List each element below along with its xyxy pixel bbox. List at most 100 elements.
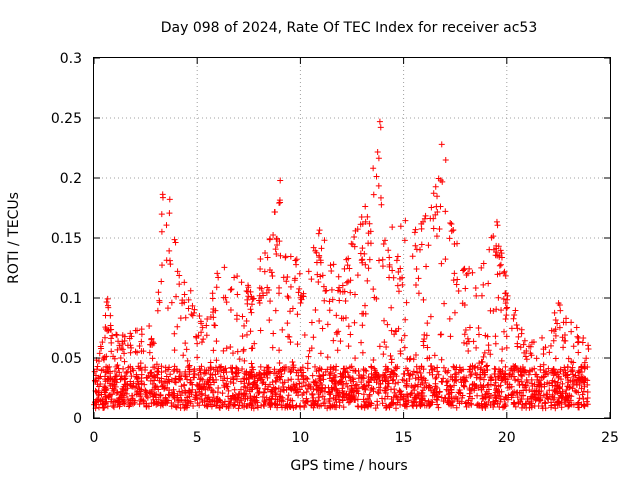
data-point [248, 309, 255, 316]
data-point [282, 253, 289, 260]
data-point [179, 300, 186, 307]
data-point [511, 312, 518, 319]
data-point [420, 296, 427, 303]
data-point [434, 401, 441, 408]
data-point [418, 225, 425, 232]
data-point [442, 156, 449, 163]
data-point [101, 387, 108, 394]
data-point [546, 387, 553, 394]
data-point [170, 401, 177, 408]
data-point [484, 362, 491, 369]
data-point [277, 393, 284, 400]
data-point [263, 364, 270, 371]
data-point [501, 328, 508, 335]
data-point [262, 249, 269, 256]
data-point [472, 284, 479, 291]
data-point [330, 364, 337, 371]
data-point [171, 347, 178, 354]
data-point [491, 370, 498, 377]
data-point [223, 299, 230, 306]
data-point [502, 370, 509, 377]
data-point [358, 257, 365, 264]
data-point [584, 401, 591, 408]
data-point [111, 376, 118, 383]
data-point [295, 389, 302, 396]
data-point [447, 219, 454, 226]
data-point [124, 381, 131, 388]
data-point [432, 375, 439, 382]
data-point [462, 400, 469, 407]
data-point [418, 395, 425, 402]
data-point [575, 335, 582, 342]
data-point [262, 399, 269, 406]
data-point [292, 257, 299, 264]
data-point [241, 322, 248, 329]
data-point [135, 381, 142, 388]
data-point [272, 377, 279, 384]
data-point [432, 380, 439, 387]
data-point [444, 382, 451, 389]
data-point [376, 118, 383, 125]
data-point [465, 397, 472, 404]
x-tick-label: 15 [395, 430, 413, 446]
data-point [174, 394, 181, 401]
data-point [185, 399, 192, 406]
data-point [570, 343, 577, 350]
data-point [266, 266, 273, 273]
data-point [196, 313, 203, 320]
data-point [502, 316, 509, 323]
data-point [448, 228, 455, 235]
data-point [519, 373, 526, 380]
data-point [97, 343, 104, 350]
data-point [159, 397, 166, 404]
data-point [101, 356, 108, 363]
data-point [300, 379, 307, 386]
data-point [393, 405, 400, 412]
data-point [342, 314, 349, 321]
data-point [316, 317, 323, 324]
data-point [375, 155, 382, 162]
data-point [552, 326, 559, 333]
data-point [568, 358, 575, 365]
data-point [144, 394, 151, 401]
data-point [148, 335, 155, 342]
data-point [538, 383, 545, 390]
data-point [413, 266, 420, 273]
data-point [481, 349, 488, 356]
data-point [451, 364, 458, 371]
data-point [464, 335, 471, 342]
data-point [379, 263, 386, 270]
data-point [208, 386, 215, 393]
data-point [412, 281, 419, 288]
data-point [401, 344, 408, 351]
data-point [389, 369, 396, 376]
data-point [373, 173, 380, 180]
data-point [163, 373, 170, 380]
data-point [311, 401, 318, 408]
data-point [454, 396, 461, 403]
data-point [233, 316, 240, 323]
data-point [466, 390, 473, 397]
data-point [437, 203, 444, 210]
data-point [521, 349, 528, 356]
data-point [451, 270, 458, 277]
data-point [158, 363, 165, 370]
data-point [149, 386, 156, 393]
data-point [485, 347, 492, 354]
data-point [350, 378, 357, 385]
data-point [404, 367, 411, 374]
data-point [495, 374, 502, 381]
data-point [104, 302, 111, 309]
x-tick-labels: 0 5 10 15 20 25 [90, 430, 619, 446]
data-point [285, 392, 292, 399]
data-point [101, 334, 108, 341]
data-point [563, 395, 570, 402]
data-point [110, 353, 117, 360]
data-point [520, 341, 527, 348]
data-point [359, 349, 366, 356]
data-point [194, 382, 201, 389]
data-point [563, 315, 570, 322]
data-point [164, 385, 171, 392]
data-point [182, 397, 189, 404]
data-point [328, 268, 335, 275]
